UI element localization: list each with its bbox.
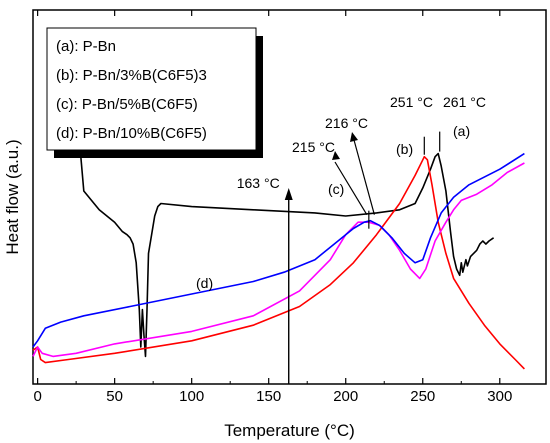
x-tick-label: 100 (179, 388, 204, 405)
plot-area (32, 9, 547, 385)
plot-frame (32, 9, 547, 385)
series-line-d (32, 152, 525, 348)
series-curves (32, 91, 525, 370)
x-tick-label: 0 (33, 388, 41, 405)
legend-entry: (b): P-Bn/3%B(C6F5)3 (56, 67, 207, 84)
legend-entry: (a): P-Bn (56, 38, 116, 55)
annotation-label: 216 °C (325, 115, 368, 131)
arrow-head (332, 151, 340, 160)
x-axis-title: Temperature (°C) (224, 421, 355, 440)
annotations: 163 °C 251 °C 261 °C 216 °C 215 °C (a) (b) (c) (… (196, 94, 486, 384)
annotation-label: 215 °C (292, 139, 335, 155)
series-line-a (75, 91, 495, 358)
annotation-label: (d) (196, 275, 213, 291)
series-line-b (32, 155, 525, 370)
annotation-label: 251 °C (390, 94, 433, 110)
annotation-label: (b) (396, 141, 413, 157)
axes: 0 50 100 150 200 250 300 Temperature (°C) Heat f… (3, 10, 512, 440)
legend: (a): P-Bn (b): P-Bn/3%B(C6F5)3 (c): P-Bn/5… (46, 27, 263, 158)
legend-box (46, 27, 257, 151)
annotation-label: 261 °C (443, 94, 486, 110)
leader-215 (334, 161, 368, 215)
x-tick-label: 50 (106, 388, 123, 405)
y-axis-title: Heat flow (a.u.) (3, 139, 22, 254)
series-line-c (32, 162, 525, 358)
arrow-head (284, 188, 293, 200)
leader-216 (353, 139, 375, 215)
x-tick-label: 150 (256, 388, 281, 405)
annotation-163: 163 °C (237, 175, 280, 191)
legend-entry: (c): P-Bn/5%B(C6F5) (56, 96, 198, 113)
x-tick-label: 300 (487, 388, 512, 405)
legend-entry: (d): P-Bn/10%B(C6F5) (56, 125, 207, 142)
x-tick-label: 200 (333, 388, 358, 405)
x-tick-label: 250 (410, 388, 435, 405)
annotation-label: (a) (453, 123, 470, 139)
annotation-label: (c) (328, 181, 344, 197)
arrow-head (350, 132, 358, 142)
